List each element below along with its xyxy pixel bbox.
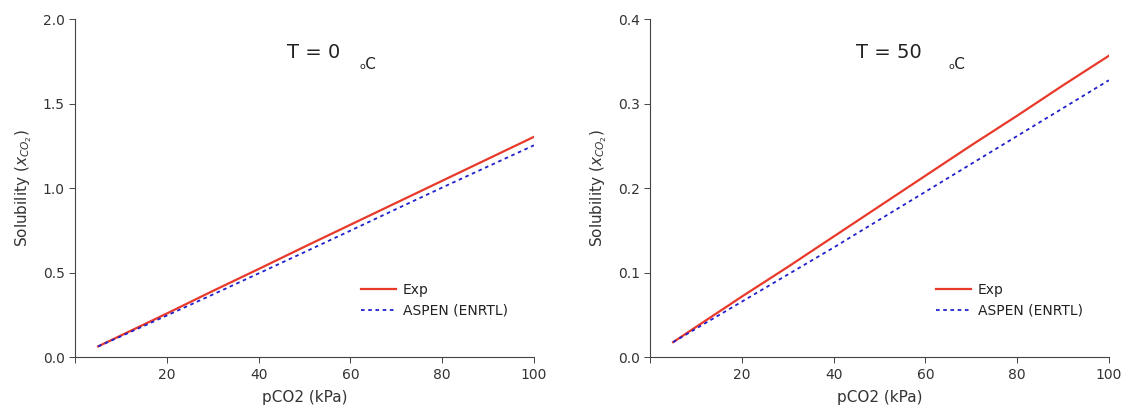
ASPEN (ENRTL) <box>872 217 886 222</box>
Exp <box>735 294 749 299</box>
ASPEN (ENRTL) <box>919 189 933 194</box>
Exp <box>160 311 174 316</box>
Exp <box>482 156 495 161</box>
Text: ₒC: ₒC <box>949 57 966 72</box>
Line: Exp: Exp <box>674 56 1109 342</box>
Text: ₒC: ₒC <box>360 57 376 72</box>
ASPEN (ENRTL) <box>115 334 128 339</box>
ASPEN (ENRTL) <box>827 245 841 250</box>
Line: Exp: Exp <box>98 137 534 347</box>
ASPEN (ENRTL) <box>1102 78 1116 83</box>
Exp <box>91 344 105 349</box>
Line: ASPEN (ENRTL): ASPEN (ENRTL) <box>674 80 1109 342</box>
Exp <box>435 178 449 183</box>
Legend: Exp, ASPEN (ENRTL): Exp, ASPEN (ENRTL) <box>930 277 1088 323</box>
Exp <box>115 333 128 338</box>
Exp <box>690 324 703 329</box>
Legend: Exp, ASPEN (ENRTL): Exp, ASPEN (ENRTL) <box>356 277 513 323</box>
Y-axis label: Solubility ($x_{CO_2}$): Solubility ($x_{CO_2}$) <box>14 129 34 247</box>
Exp <box>527 134 541 140</box>
Exp <box>1010 113 1024 118</box>
ASPEN (ENRTL) <box>298 250 311 255</box>
Exp <box>827 234 841 239</box>
Exp <box>344 222 358 227</box>
Exp <box>298 244 311 249</box>
Exp <box>1056 83 1070 88</box>
Line: ASPEN (ENRTL): ASPEN (ENRTL) <box>98 145 534 347</box>
Exp <box>964 143 978 148</box>
Exp <box>919 173 933 178</box>
Exp <box>780 264 794 269</box>
ASPEN (ENRTL) <box>344 228 358 233</box>
ASPEN (ENRTL) <box>435 185 449 190</box>
ASPEN (ENRTL) <box>964 161 978 166</box>
Y-axis label: Solubility ($x_{CO_2}$): Solubility ($x_{CO_2}$) <box>588 129 609 247</box>
Text: T = 50: T = 50 <box>855 43 921 62</box>
Exp <box>206 288 219 293</box>
ASPEN (ENRTL) <box>735 299 749 304</box>
Exp <box>667 340 680 345</box>
ASPEN (ENRTL) <box>390 207 403 212</box>
ASPEN (ENRTL) <box>160 313 174 318</box>
ASPEN (ENRTL) <box>1010 134 1024 139</box>
ASPEN (ENRTL) <box>690 326 703 331</box>
ASPEN (ENRTL) <box>252 271 266 276</box>
Exp <box>872 204 886 209</box>
Text: T = 0: T = 0 <box>287 43 341 62</box>
ASPEN (ENRTL) <box>667 340 680 345</box>
ASPEN (ENRTL) <box>1056 106 1070 111</box>
Exp <box>390 200 403 205</box>
Exp <box>252 266 266 272</box>
ASPEN (ENRTL) <box>780 272 794 277</box>
ASPEN (ENRTL) <box>91 344 105 349</box>
ASPEN (ENRTL) <box>482 164 495 169</box>
ASPEN (ENRTL) <box>527 143 541 148</box>
ASPEN (ENRTL) <box>206 292 219 297</box>
X-axis label: pCO2 (kPa): pCO2 (kPa) <box>837 390 922 405</box>
Exp <box>1102 53 1116 58</box>
X-axis label: pCO2 (kPa): pCO2 (kPa) <box>262 390 348 405</box>
